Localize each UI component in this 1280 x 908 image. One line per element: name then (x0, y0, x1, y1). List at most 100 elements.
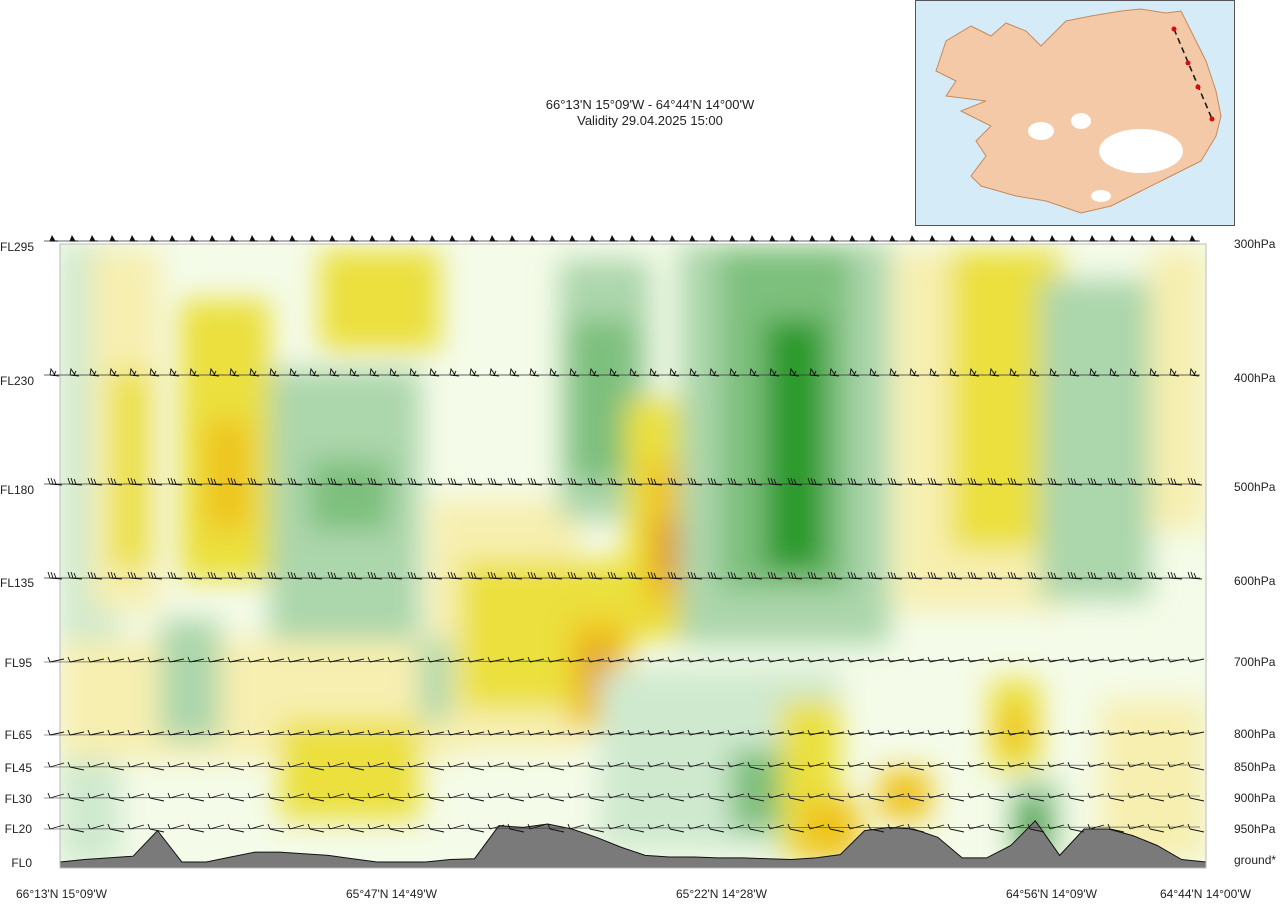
wind-barb (129, 234, 138, 242)
wind-barb (167, 656, 185, 663)
wind-barb (387, 729, 405, 736)
wind-barb (1027, 571, 1043, 580)
wind-barb (49, 367, 60, 377)
route-point (1171, 26, 1177, 32)
wind-barb (869, 367, 880, 377)
wind-barb (267, 571, 283, 580)
wind-barb (587, 761, 605, 771)
wind-barb (1107, 761, 1125, 771)
wind-barb (467, 823, 485, 833)
wind-barb (1067, 823, 1085, 833)
wind-barb (347, 823, 365, 833)
wind-barb (589, 234, 598, 242)
wind-barb (1129, 367, 1140, 377)
wind-barb (587, 823, 605, 833)
wind-barb (687, 656, 705, 663)
wind-barb (469, 367, 480, 377)
wind-barb (587, 792, 605, 802)
wind-barb (1187, 656, 1205, 663)
wind-barb (407, 729, 425, 736)
wind-barb (607, 823, 625, 830)
x-tick-label: 64°44'N 14°00'W (1160, 887, 1251, 901)
wind-barb (689, 234, 698, 242)
wind-barb (729, 367, 740, 377)
wind-barb (687, 729, 705, 736)
wind-barb (567, 761, 585, 768)
route-title: 66°13'N 15°09'W - 64°44'N 14°00'W (545, 97, 755, 112)
wind-barb (187, 823, 205, 833)
wind-barb (187, 656, 205, 663)
wind-barb (1069, 367, 1080, 377)
wind-barb (627, 792, 645, 802)
wind-barb (627, 823, 645, 833)
wind-barb (687, 571, 703, 580)
wind-barb (249, 234, 258, 242)
wind-barb (1107, 792, 1125, 802)
wind-barb (127, 792, 145, 799)
wind-barb (567, 729, 585, 736)
wind-barb (229, 367, 240, 377)
wind-barb (587, 656, 605, 663)
wind-barb (1049, 234, 1058, 242)
wind-barb (629, 367, 640, 377)
wind-barb (929, 367, 940, 377)
wind-barb (147, 761, 165, 771)
wind-barb (1169, 367, 1180, 377)
wind-barb (707, 792, 725, 802)
wind-barb (67, 477, 83, 486)
wind-barb (547, 656, 565, 663)
wind-barb (329, 234, 338, 242)
wind-barb (727, 761, 745, 768)
wind-barb (247, 761, 265, 768)
wind-barb (927, 477, 943, 486)
wind-barb (947, 571, 963, 580)
wind-barb (487, 477, 503, 486)
wind-barb (389, 367, 400, 377)
wind-barb (689, 367, 700, 377)
wind-barb (487, 729, 505, 736)
wind-barb (1067, 729, 1085, 736)
level-label-fl295: FL295 (0, 240, 35, 254)
level-line (43, 795, 1201, 799)
wind-barb (769, 234, 778, 242)
wind-barb (227, 761, 245, 771)
wind-barb (329, 367, 340, 377)
wind-barb (67, 761, 85, 771)
wind-barb (789, 367, 800, 377)
wind-barb (47, 477, 63, 486)
wind-barb (247, 823, 265, 830)
wind-barb (327, 792, 345, 799)
wind-barb (227, 656, 245, 663)
level-line (43, 764, 1201, 768)
wind-barb (269, 234, 278, 242)
wind-barb (367, 656, 385, 663)
wind-barb (187, 477, 203, 486)
wind-barb (207, 729, 225, 736)
wind-barb (47, 656, 65, 663)
pressure-label-700: 700hPa (1234, 655, 1276, 669)
wind-barb (527, 571, 543, 580)
level-label-fl230: FL230 (0, 374, 35, 388)
wind-barb (409, 234, 418, 242)
wind-barb (447, 477, 463, 486)
wind-barb (1169, 234, 1178, 242)
wind-barb (887, 729, 905, 736)
wind-barb (227, 792, 245, 802)
wind-barb (1047, 571, 1063, 580)
wind-barb (287, 477, 303, 486)
wind-barb (87, 656, 105, 663)
wind-barb (47, 823, 65, 830)
wind-barb (427, 823, 445, 833)
wind-barb (447, 571, 463, 580)
wind-barb (327, 477, 343, 486)
wind-barb (607, 792, 625, 799)
wind-barb (267, 656, 285, 663)
wind-barb (747, 729, 765, 736)
wind-barb (127, 571, 143, 580)
vertical-motion-field (60, 244, 1206, 868)
wind-barb (447, 761, 465, 768)
wind-barb (67, 729, 85, 736)
wind-barb (107, 823, 125, 833)
wind-barb (1089, 234, 1098, 242)
field-blob (310, 460, 390, 530)
